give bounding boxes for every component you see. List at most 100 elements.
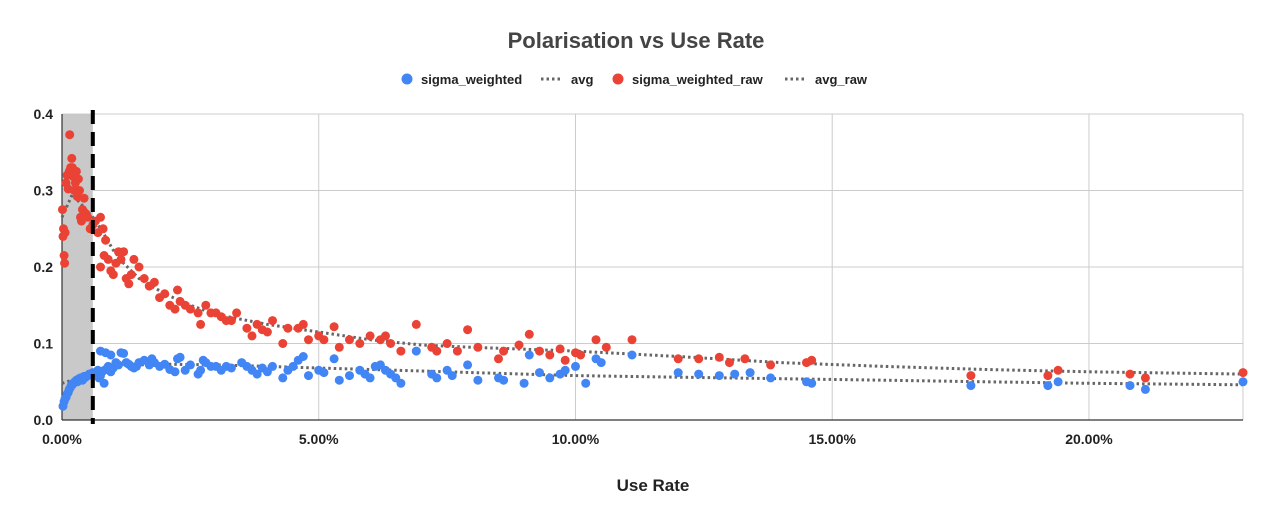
data-point-sigma-weighted (766, 373, 776, 383)
data-point-sigma-weighted-raw (126, 270, 136, 280)
data-point-sigma-weighted-raw (119, 247, 129, 257)
legend-label: sigma_weighted (421, 72, 522, 87)
data-point-sigma-weighted-raw (96, 212, 105, 222)
plot-area (58, 110, 1248, 424)
data-point-sigma-weighted (119, 348, 129, 358)
data-point-sigma-weighted-raw (139, 274, 149, 283)
data-point-sigma-weighted-raw (129, 254, 139, 264)
data-point-sigma-weighted (268, 361, 277, 371)
data-point-sigma-weighted-raw (1238, 368, 1248, 378)
data-point-sigma-weighted-raw (98, 224, 108, 234)
data-point-sigma-weighted (226, 363, 236, 373)
x-tick-label: 10.00% (552, 431, 600, 447)
data-point-sigma-weighted-raw (740, 354, 750, 364)
data-point-sigma-weighted (114, 360, 123, 370)
data-point-sigma-weighted-raw (149, 277, 159, 287)
axes (61, 114, 1243, 421)
data-point-sigma-weighted-raw (355, 339, 365, 348)
data-point-sigma-weighted (1238, 377, 1248, 387)
data-point-sigma-weighted-raw (766, 360, 776, 370)
data-point-sigma-weighted (185, 360, 195, 370)
data-point-sigma-weighted (535, 368, 544, 378)
data-point-sigma-weighted-raw (185, 304, 195, 314)
data-point-sigma-weighted (519, 378, 529, 388)
data-point-sigma-weighted (365, 373, 375, 383)
data-point-sigma-weighted-raw (1140, 373, 1150, 383)
legend-label: avg_raw (815, 72, 868, 87)
data-point-sigma-weighted-raw (442, 339, 452, 348)
data-point-sigma-weighted-raw (725, 358, 734, 368)
data-point-sigma-weighted-raw (334, 342, 344, 352)
x-tick-labels: 0.00% 5.00% 10.00% 15.00% 20.00% (42, 431, 1113, 447)
data-point-sigma-weighted-raw (108, 270, 118, 280)
chart-title: Polarisation vs Use Rate (508, 28, 765, 53)
data-point-sigma-weighted-raw (319, 335, 329, 345)
data-point-sigma-weighted (1140, 384, 1150, 394)
data-point-sigma-weighted (745, 368, 755, 378)
data-point-sigma-weighted-raw (452, 346, 462, 356)
data-point-sigma-weighted-raw (673, 354, 683, 364)
data-point-sigma-weighted-raw (268, 316, 277, 326)
data-point-sigma-weighted (298, 352, 308, 361)
data-point-sigma-weighted-raw (329, 322, 339, 332)
data-point-sigma-weighted-raw (714, 352, 724, 362)
data-point-sigma-weighted (966, 381, 976, 391)
data-point-sigma-weighted-raw (58, 205, 67, 215)
data-point-sigma-weighted (473, 375, 483, 385)
legend-label: avg (571, 72, 593, 87)
data-point-sigma-weighted-raw (71, 166, 81, 176)
data-point-sigma-weighted-raw (1053, 365, 1063, 375)
data-point-sigma-weighted (807, 378, 817, 388)
data-point-sigma-weighted (170, 367, 180, 377)
data-point-sigma-weighted (396, 378, 406, 388)
data-point-sigma-weighted (196, 365, 206, 375)
data-point-sigma-weighted (571, 361, 580, 371)
data-point-sigma-weighted-raw (242, 323, 252, 333)
data-point-sigma-weighted-raw (101, 235, 111, 245)
y-tick-labels: 0.0 0.1 0.2 0.3 0.4 (34, 106, 54, 428)
legend: sigma_weighted avg sigma_weighted_raw avg_r… (401, 72, 868, 87)
data-point-sigma-weighted (463, 360, 473, 370)
data-point-sigma-weighted (252, 369, 262, 379)
y-tick-label: 0.0 (34, 412, 54, 428)
data-point-sigma-weighted-raw (232, 308, 242, 318)
data-point-sigma-weighted-raw (160, 289, 170, 299)
data-point-sigma-weighted-raw (116, 254, 126, 264)
data-point-sigma-weighted-raw (386, 339, 396, 348)
data-point-sigma-weighted-raw (83, 212, 93, 222)
data-points (58, 130, 1248, 411)
data-point-sigma-weighted-raw (514, 340, 524, 350)
data-point-sigma-weighted (1053, 377, 1063, 387)
data-point-sigma-weighted (694, 369, 704, 379)
data-point-sigma-weighted (1043, 381, 1053, 391)
data-point-sigma-weighted-raw (601, 342, 611, 352)
x-tick-label: 5.00% (299, 431, 339, 447)
data-point-sigma-weighted (545, 373, 555, 383)
data-point-sigma-weighted-raw (345, 335, 354, 345)
data-point-sigma-weighted (432, 373, 442, 383)
data-point-sigma-weighted-raw (535, 346, 544, 356)
data-point-sigma-weighted-raw (1043, 371, 1053, 381)
data-point-sigma-weighted-raw (304, 335, 313, 345)
data-point-sigma-weighted-raw (473, 342, 483, 352)
data-point-sigma-weighted (447, 371, 457, 381)
data-point-sigma-weighted (499, 375, 509, 385)
data-point-sigma-weighted-raw (65, 130, 75, 140)
data-point-sigma-weighted (581, 378, 591, 388)
x-tick-label: 0.00% (42, 431, 82, 447)
data-point-sigma-weighted (673, 368, 683, 378)
x-tick-label: 20.00% (1065, 431, 1113, 447)
data-point-sigma-weighted-raw (278, 339, 288, 348)
data-point-sigma-weighted-raw (627, 335, 637, 345)
data-point-sigma-weighted-raw (283, 323, 293, 333)
data-point-sigma-weighted-raw (966, 371, 976, 381)
data-point-sigma-weighted-raw (381, 331, 390, 341)
x-axis-label: Use Rate (617, 476, 690, 495)
data-point-sigma-weighted (304, 371, 313, 381)
data-point-sigma-weighted (319, 368, 329, 378)
legend-dot (401, 73, 413, 85)
data-point-sigma-weighted-raw (201, 300, 211, 310)
data-point-sigma-weighted-raw (60, 258, 70, 268)
data-point-sigma-weighted-raw (134, 262, 144, 272)
